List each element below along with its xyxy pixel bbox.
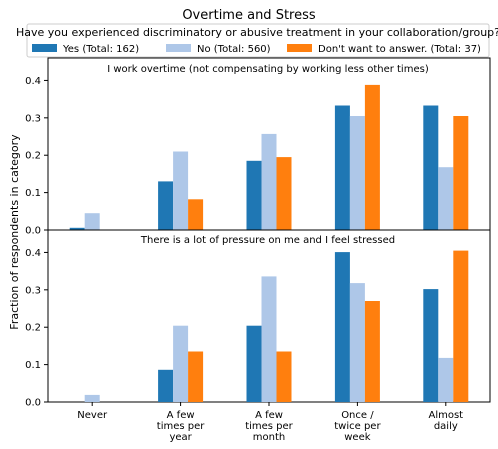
bar-p2-s1-a-few-times-per-month xyxy=(246,325,262,402)
bar-p2-s2-a-few-times-per-year xyxy=(173,325,189,402)
bar-p2-s3-a-few-times-per-month xyxy=(276,351,292,402)
y-tick-label: 0.0 xyxy=(25,398,41,409)
bar-p1-s3-once-twice-per-week xyxy=(364,84,380,231)
panel-stress-title: There is a lot of pressure on me and I f… xyxy=(140,235,395,246)
y-tick-label: 0.1 xyxy=(25,360,41,371)
y-tick-label: 0.2 xyxy=(25,323,41,334)
panel-stress: There is a lot of pressure on me and I f… xyxy=(25,229,491,409)
y-tick-label: 0.4 xyxy=(25,76,41,87)
y-axis-label: Fraction of respondents in category xyxy=(8,134,21,330)
bar-p1-s1-almost-daily xyxy=(423,105,439,230)
bar-p2-s1-a-few-times-per-year xyxy=(158,369,174,402)
y-tick-label: 0.4 xyxy=(25,248,41,259)
legend-frame xyxy=(26,23,490,58)
panel-overtime-title: I work overtime (not compensating by wor… xyxy=(107,64,429,75)
y-tick-label: 0.2 xyxy=(25,151,41,162)
bar-p1-s1-never xyxy=(69,227,85,230)
y-tick-label: 0.3 xyxy=(25,285,41,296)
bar-p1-s2-almost-daily xyxy=(438,167,454,230)
bar-p1-s3-a-few-times-per-month xyxy=(276,157,292,230)
panel-overtime: I work overtime (not compensating by wor… xyxy=(25,57,491,237)
legend-label-no: No (Total: 560) xyxy=(197,44,271,55)
legend-label-yes: Yes (Total: 162) xyxy=(62,44,139,55)
x-tick-label-never: Never xyxy=(77,410,108,421)
bar-p1-s2-never xyxy=(84,213,100,230)
bar-p2-s3-almost-daily xyxy=(453,250,469,402)
bar-p2-s2-once-twice-per-week xyxy=(349,283,365,402)
legend-label-no-answer: Don't want to answer. (Total: 37) xyxy=(318,44,481,55)
y-tick-label: 0.3 xyxy=(25,113,41,124)
bar-p1-s2-a-few-times-per-month xyxy=(261,133,277,230)
legend-swatch-no-answer xyxy=(287,44,312,52)
legend-swatch-yes xyxy=(32,44,57,52)
bar-p2-s2-a-few-times-per-month xyxy=(261,276,277,402)
x-tick-label-a-few-times-per-month: A few times per month xyxy=(245,410,293,443)
y-tick-label: 0.0 xyxy=(25,226,41,237)
bar-p1-s2-once-twice-per-week xyxy=(349,116,365,230)
bar-p2-s2-almost-daily xyxy=(438,357,454,402)
x-tick-label-a-few-times-per-year: A few times per year xyxy=(157,410,205,443)
bar-p2-s3-a-few-times-per-year xyxy=(188,351,204,402)
legend: Have you experienced discriminatory or a… xyxy=(16,23,498,58)
bar-p2-s1-almost-daily xyxy=(423,289,439,402)
y-tick-label: 0.1 xyxy=(25,188,41,199)
legend-swatch-no xyxy=(166,44,191,52)
legend-title: Have you experienced discriminatory or a… xyxy=(16,26,498,39)
chart-title: Overtime and Stress xyxy=(182,8,316,23)
bar-p2-s2-never xyxy=(84,394,100,402)
x-tick-label-almost-daily: Almost daily xyxy=(428,410,463,432)
bar-p1-s3-almost-daily xyxy=(453,116,469,230)
x-tick-label-once-twice-per-week: Once / twice per week xyxy=(334,410,381,443)
bar-p2-s3-once-twice-per-week xyxy=(364,301,380,402)
bar-p1-s1-a-few-times-per-month xyxy=(246,160,262,230)
bar-p1-s1-a-few-times-per-year xyxy=(158,181,174,230)
bar-p1-s3-a-few-times-per-year xyxy=(188,199,204,230)
bar-p1-s2-a-few-times-per-year xyxy=(173,151,189,230)
bar-p1-s1-once-twice-per-week xyxy=(334,105,350,230)
bar-p2-s1-once-twice-per-week xyxy=(334,252,350,402)
